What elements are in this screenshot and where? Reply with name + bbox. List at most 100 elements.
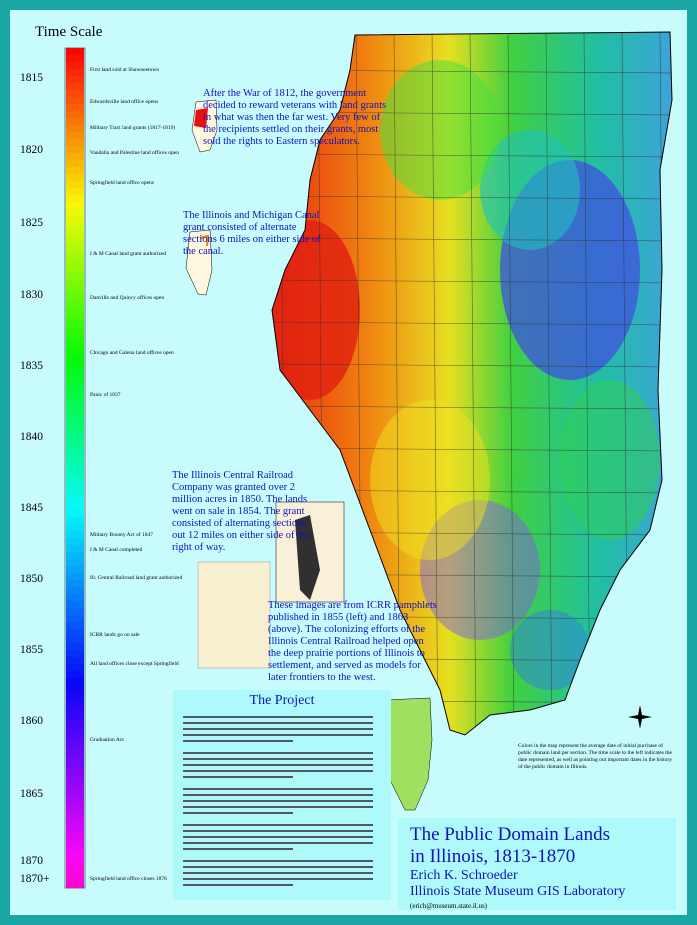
time-color-band bbox=[66, 622, 84, 630]
time-color-band bbox=[66, 139, 84, 147]
time-color-band bbox=[66, 580, 84, 588]
time-color-band bbox=[66, 594, 84, 602]
text-line bbox=[183, 806, 373, 808]
time-color-band bbox=[66, 832, 84, 840]
time-color-band bbox=[66, 160, 84, 168]
time-color-band bbox=[66, 279, 84, 287]
text-line bbox=[183, 848, 293, 850]
county-line bbox=[469, 32, 477, 735]
time-color-band bbox=[66, 356, 84, 364]
time-color-band bbox=[66, 685, 84, 693]
text-line bbox=[183, 728, 373, 730]
county-line bbox=[272, 279, 672, 284]
county-line bbox=[545, 32, 553, 735]
time-color-band bbox=[66, 678, 84, 686]
time-color-band bbox=[66, 475, 84, 483]
time-color-band bbox=[66, 566, 84, 574]
time-color-band bbox=[66, 286, 84, 294]
text-line bbox=[183, 716, 373, 718]
time-color-band bbox=[66, 643, 84, 651]
time-color-band bbox=[66, 167, 84, 175]
time-color-band bbox=[66, 846, 84, 854]
time-color-band bbox=[66, 258, 84, 266]
affiliation: Illinois State Museum GIS Laboratory bbox=[410, 884, 626, 899]
time-color-band bbox=[66, 762, 84, 770]
time-color-band bbox=[66, 251, 84, 259]
time-color-band bbox=[66, 720, 84, 728]
time-color-band bbox=[66, 552, 84, 560]
time-color-band bbox=[66, 405, 84, 413]
time-color-band bbox=[66, 615, 84, 623]
text-line bbox=[183, 776, 293, 778]
time-color-band bbox=[66, 671, 84, 679]
time-color-band bbox=[66, 447, 84, 455]
text-line bbox=[183, 872, 373, 874]
time-color-band bbox=[66, 468, 84, 476]
time-color-band bbox=[66, 587, 84, 595]
time-color-band bbox=[66, 321, 84, 329]
county-line bbox=[272, 321, 672, 326]
time-color-band bbox=[66, 118, 84, 126]
county-line bbox=[272, 405, 672, 410]
time-color-band bbox=[66, 825, 84, 833]
time-color-band bbox=[66, 573, 84, 581]
time-color-band bbox=[66, 237, 84, 245]
time-color-band bbox=[66, 202, 84, 210]
time-color-band bbox=[66, 482, 84, 490]
time-color-band bbox=[66, 706, 84, 714]
project-title: The Project bbox=[249, 693, 315, 708]
event-label: Vandalia and Palestine land offices open bbox=[90, 150, 179, 156]
time-color-band bbox=[66, 342, 84, 350]
time-color-band bbox=[66, 853, 84, 861]
time-color-band bbox=[66, 125, 84, 133]
canal-note: The Illinois and Michigan Canal grant co… bbox=[183, 210, 321, 257]
time-color-band bbox=[66, 55, 84, 63]
time-scale-title: Time Scale bbox=[35, 24, 103, 40]
county-line bbox=[272, 195, 672, 200]
year-label: 1860 bbox=[20, 715, 43, 727]
text-line bbox=[183, 770, 373, 772]
time-color-band bbox=[66, 489, 84, 497]
time-color-band bbox=[66, 839, 84, 847]
time-color-band bbox=[66, 524, 84, 532]
time-color-band bbox=[66, 629, 84, 637]
event-label: Military Tract land grants (1817-1819) bbox=[90, 125, 176, 131]
text-line bbox=[183, 752, 373, 754]
project-box: The Project bbox=[173, 690, 391, 900]
text-line bbox=[183, 764, 373, 766]
event-label: Panic of 1837 bbox=[90, 392, 121, 398]
time-color-band bbox=[66, 496, 84, 504]
text-line bbox=[183, 734, 373, 736]
text-line bbox=[183, 740, 293, 742]
time-color-band bbox=[66, 62, 84, 70]
time-color-band bbox=[66, 664, 84, 672]
event-label: Springfield land office closes 1876 bbox=[90, 876, 167, 882]
time-color-band bbox=[66, 391, 84, 399]
time-color-band bbox=[66, 335, 84, 343]
title-line-1: The Public Domain Lands bbox=[410, 824, 610, 845]
time-color-band bbox=[66, 748, 84, 756]
text-line bbox=[183, 842, 373, 844]
time-color-band bbox=[66, 188, 84, 196]
text-line bbox=[183, 824, 373, 826]
time-color-band bbox=[66, 769, 84, 777]
year-label: 1865 bbox=[20, 788, 43, 800]
event-label: Chicago and Galena land offices open bbox=[90, 350, 174, 356]
time-color-band bbox=[66, 461, 84, 469]
time-color-band bbox=[66, 860, 84, 868]
time-color-band bbox=[66, 314, 84, 322]
time-color-band bbox=[66, 209, 84, 217]
year-label: 1855 bbox=[20, 644, 43, 656]
time-color-band bbox=[66, 867, 84, 875]
time-color-band bbox=[66, 69, 84, 77]
time-color-band bbox=[66, 692, 84, 700]
year-label: 1850 bbox=[20, 573, 43, 585]
images-note: These images are from ICRR pamphlets pub… bbox=[268, 600, 437, 683]
county-line bbox=[431, 32, 439, 735]
time-color-band bbox=[66, 412, 84, 420]
title-box: The Public Domain Lands in Illinois, 181… bbox=[398, 818, 676, 910]
text-line bbox=[183, 722, 373, 724]
time-color-band bbox=[66, 272, 84, 280]
time-color-band bbox=[66, 90, 84, 98]
